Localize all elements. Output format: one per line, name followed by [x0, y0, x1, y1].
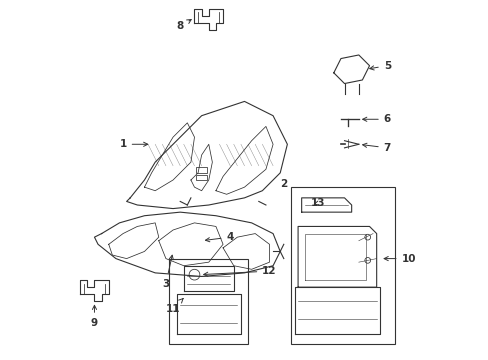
Text: 1: 1: [119, 139, 147, 149]
Text: 4: 4: [205, 232, 233, 242]
Bar: [290, 187, 394, 344]
Text: 6: 6: [362, 114, 390, 124]
Text: 12: 12: [203, 266, 276, 276]
Text: 3: 3: [162, 255, 173, 289]
Bar: [196, 175, 206, 180]
Text: 13: 13: [310, 198, 325, 208]
Text: 10: 10: [383, 253, 415, 264]
Text: 7: 7: [362, 143, 390, 153]
Bar: [169, 258, 247, 344]
Text: 8: 8: [176, 19, 191, 31]
Text: 5: 5: [369, 61, 390, 71]
Text: 11: 11: [165, 298, 183, 314]
Bar: [196, 167, 206, 173]
Text: 2: 2: [280, 179, 287, 189]
Text: 9: 9: [91, 305, 98, 328]
